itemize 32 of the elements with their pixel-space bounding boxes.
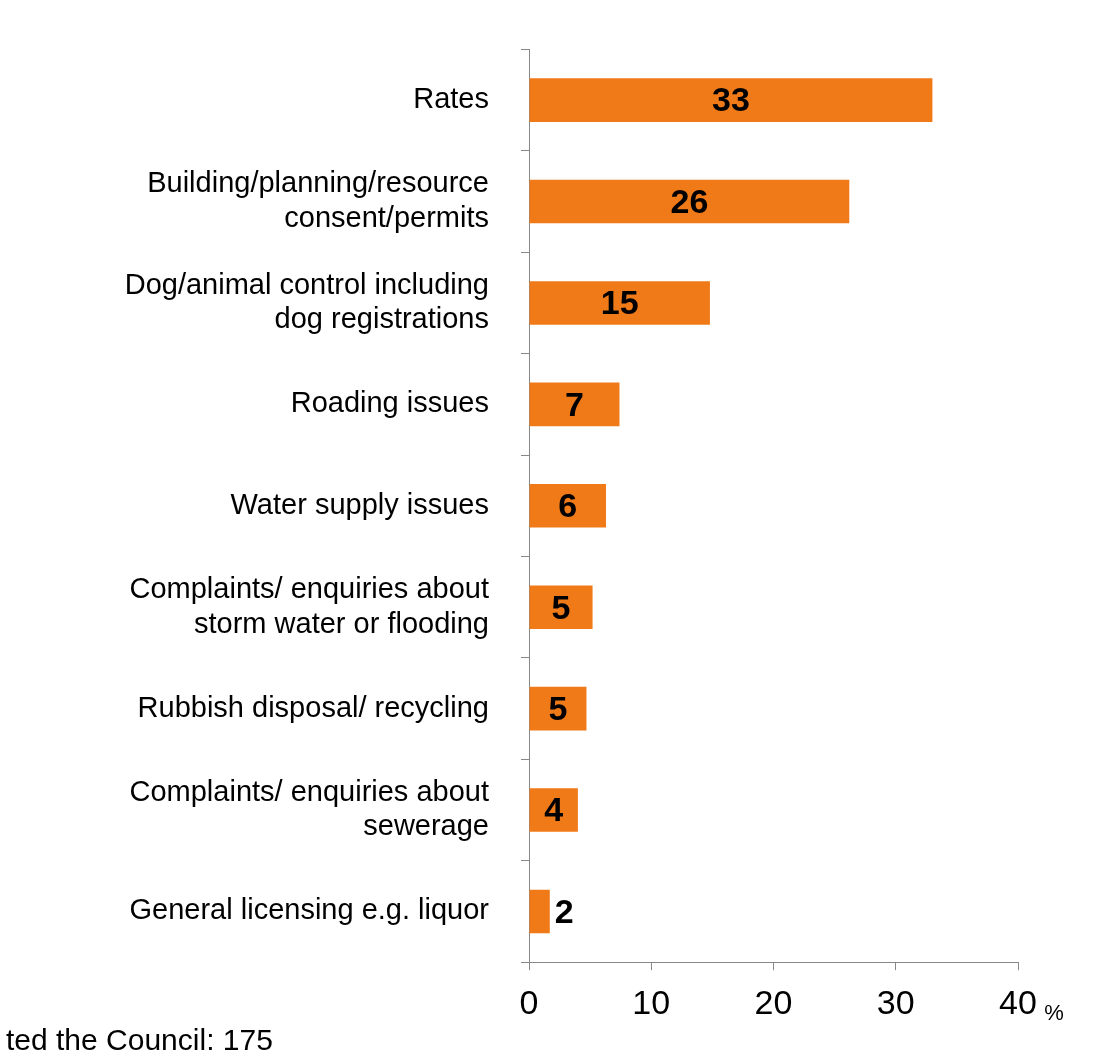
y-tick-label: Roading issues [290,386,489,419]
y-tick-label: Dog/animal control including dog registrations [124,267,489,335]
text: ted the Council: 175 [6,1023,273,1057]
x-tick-label: 30 [876,982,915,1021]
data-label: 6 [558,486,578,525]
x-axis-title: % [1044,1000,1064,1026]
x-tick-label: 20 [754,982,793,1021]
bar [529,281,710,325]
y-tick-label: General licensing e.g. liquor [129,893,490,926]
data-label: 15 [600,283,639,322]
data-label: 5 [551,587,571,626]
data-label: 26 [670,181,709,220]
data-label: 4 [544,790,564,829]
bar [529,382,620,427]
bar [529,78,933,122]
data-label: 2 [554,891,574,930]
bar [529,585,593,630]
y-tick-label: Building/planning/resource consent/permits [147,166,489,233]
data-label: 33 [712,80,750,119]
data-label: 7 [565,384,584,423]
y-tick-label: Complaints/ enquiries about sewerage [129,774,489,842]
x-tick-label: 0 [519,982,539,1021]
y-tick-label: Rates [413,82,489,115]
y-tick-label: Water supply issues [230,487,489,520]
x-tick-label: 10 [632,982,671,1021]
bar [529,179,850,224]
data-label: 5 [548,689,568,728]
x-tick-label: 40 [999,982,1037,1021]
y-tick-label: Complaints/ enquiries about storm water or flooding [129,571,489,639]
bar [529,889,550,934]
y-tick-label: Rubbish disposal/ recycling [137,690,489,723]
bar [529,483,607,528]
